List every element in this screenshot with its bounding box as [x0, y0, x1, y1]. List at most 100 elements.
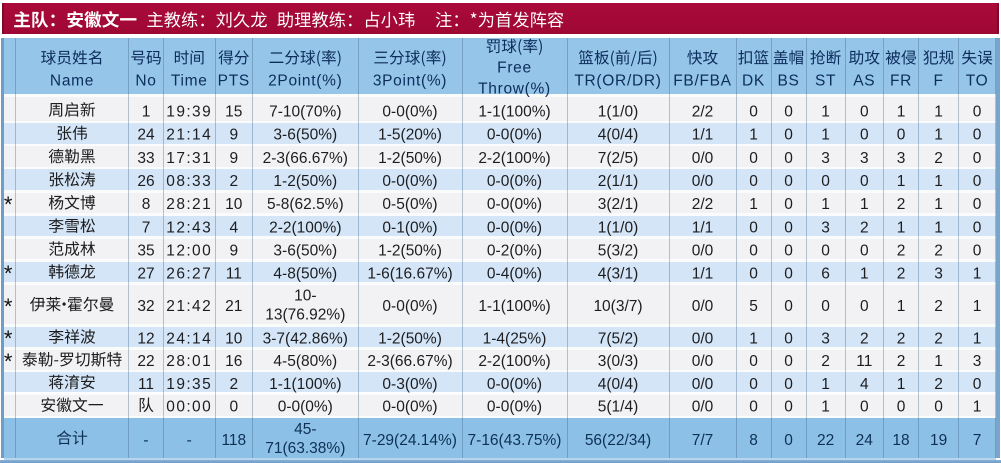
svg-text:0: 0: [784, 265, 793, 282]
svg-text:0: 0: [749, 376, 758, 393]
svg-text:7-10(70%): 7-10(70%): [269, 103, 341, 120]
svg-text:3-7(42.86%): 3-7(42.86%): [263, 330, 348, 347]
svg-text:4(3/1): 4(3/1): [598, 265, 639, 282]
svg-text:0: 0: [749, 219, 758, 236]
svg-text:0: 0: [784, 219, 793, 236]
svg-text:6: 6: [821, 265, 830, 282]
svg-text:-: -: [187, 432, 192, 449]
svg-text:PTS: PTS: [218, 72, 250, 89]
svg-text:1: 1: [142, 103, 151, 120]
svg-text:1: 1: [934, 173, 943, 190]
svg-text:17:31: 17:31: [166, 150, 212, 167]
svg-text:0: 0: [973, 196, 982, 213]
svg-text:0/0: 0/0: [692, 353, 714, 370]
svg-text:0-0(0%): 0-0(0%): [487, 173, 542, 190]
svg-text:1-2(50%): 1-2(50%): [378, 330, 442, 347]
svg-text:7/7: 7/7: [692, 432, 714, 449]
svg-text:Time: Time: [171, 72, 208, 89]
svg-text:1-2(50%): 1-2(50%): [273, 173, 337, 190]
svg-text:0-0(0%): 0-0(0%): [487, 399, 542, 416]
svg-text:1: 1: [897, 173, 906, 190]
svg-text:0: 0: [821, 298, 830, 315]
svg-text:2-2(100%): 2-2(100%): [478, 150, 550, 167]
svg-text:0: 0: [934, 399, 943, 416]
svg-text:2: 2: [821, 353, 830, 370]
svg-text:0/0: 0/0: [692, 150, 714, 167]
svg-text:9: 9: [229, 127, 238, 144]
svg-text:11: 11: [226, 265, 242, 282]
svg-text:5: 5: [749, 298, 758, 315]
svg-text:0-3(0%): 0-3(0%): [382, 376, 437, 393]
svg-text:2: 2: [897, 353, 906, 370]
svg-text:0: 0: [860, 298, 869, 315]
svg-text:*: *: [4, 261, 13, 286]
svg-text:FR: FR: [890, 72, 912, 89]
svg-text:10(3/7): 10(3/7): [593, 298, 642, 315]
svg-text:24: 24: [137, 127, 155, 144]
svg-text:0/0: 0/0: [692, 376, 714, 393]
svg-text:4: 4: [229, 219, 238, 236]
svg-text:1: 1: [821, 196, 830, 213]
svg-text:0: 0: [229, 399, 238, 416]
svg-text:0: 0: [784, 330, 793, 347]
svg-text:3-6(50%): 3-6(50%): [273, 242, 337, 259]
svg-text:0: 0: [973, 242, 982, 259]
svg-text:0: 0: [860, 399, 869, 416]
svg-text:-: -: [143, 432, 148, 449]
svg-text:2/2: 2/2: [692, 196, 714, 213]
svg-text:13(76.92%): 13(76.92%): [265, 307, 345, 324]
svg-text:1: 1: [897, 298, 906, 315]
svg-text:1: 1: [860, 196, 869, 213]
svg-text:1/1: 1/1: [692, 127, 714, 144]
svg-text:1: 1: [934, 219, 943, 236]
svg-text:1/1: 1/1: [692, 219, 714, 236]
svg-text:0: 0: [784, 242, 793, 259]
svg-text:0: 0: [821, 242, 830, 259]
svg-text:*: *: [4, 326, 13, 351]
svg-text:11: 11: [138, 376, 154, 393]
svg-text:8: 8: [749, 432, 758, 449]
svg-text:0: 0: [897, 127, 906, 144]
svg-text:3(0/3): 3(0/3): [598, 353, 639, 370]
svg-text:28:21: 28:21: [166, 196, 212, 213]
svg-text:10: 10: [225, 330, 243, 347]
svg-text:0: 0: [784, 103, 793, 120]
svg-text:2-3(66.67%): 2-3(66.67%): [263, 150, 348, 167]
svg-text:00:00: 00:00: [166, 399, 212, 416]
svg-text:2: 2: [934, 330, 943, 347]
svg-text:*: *: [4, 294, 13, 319]
svg-text:0: 0: [784, 353, 793, 370]
svg-text:1: 1: [860, 265, 869, 282]
svg-text:Free: Free: [497, 60, 532, 77]
svg-text:9: 9: [229, 242, 238, 259]
svg-text:0-0(0%): 0-0(0%): [487, 196, 542, 213]
svg-text:19:35: 19:35: [166, 376, 212, 393]
svg-text:7: 7: [973, 432, 982, 449]
svg-text:35: 35: [137, 242, 154, 259]
svg-text:0: 0: [749, 242, 758, 259]
svg-text:1: 1: [821, 399, 830, 416]
svg-text:3Point(%): 3Point(%): [373, 72, 447, 89]
svg-text:0: 0: [784, 399, 793, 416]
svg-text:0: 0: [784, 150, 793, 167]
svg-text:0: 0: [749, 265, 758, 282]
svg-text:7-16(43.75%): 7-16(43.75%): [468, 432, 562, 449]
svg-text:45-: 45-: [294, 421, 316, 438]
svg-text:3: 3: [821, 219, 830, 236]
svg-text:2-2(100%): 2-2(100%): [269, 219, 341, 236]
svg-text:1-6(16.67%): 1-6(16.67%): [367, 265, 452, 282]
svg-text:0/0: 0/0: [692, 242, 714, 259]
svg-text:0-1(0%): 0-1(0%): [382, 219, 437, 236]
svg-text:DK: DK: [742, 72, 765, 89]
svg-text:0/0: 0/0: [692, 330, 714, 347]
svg-text:1-1(100%): 1-1(100%): [478, 103, 550, 120]
svg-text:1-1(100%): 1-1(100%): [269, 376, 341, 393]
svg-text:TO: TO: [966, 72, 989, 89]
svg-text:24:14: 24:14: [166, 330, 212, 347]
svg-text:0: 0: [784, 173, 793, 190]
svg-text:3: 3: [821, 330, 830, 347]
svg-text:4-8(50%): 4-8(50%): [273, 265, 337, 282]
svg-text:3: 3: [821, 150, 830, 167]
svg-text:0-2(0%): 0-2(0%): [487, 242, 542, 259]
svg-text:0: 0: [973, 219, 982, 236]
